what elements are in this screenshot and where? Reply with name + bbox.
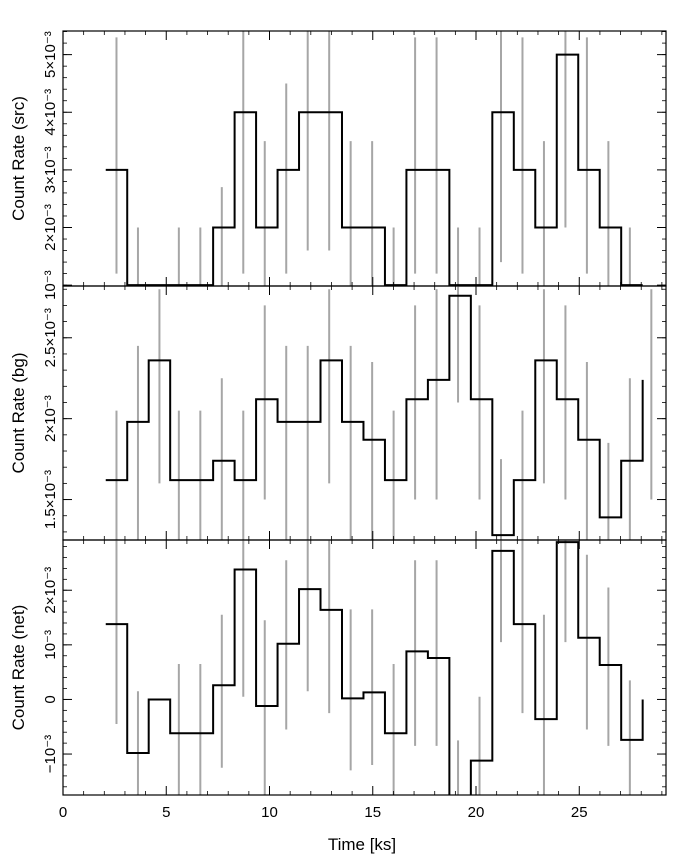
xtick-label-5: 25 (571, 804, 588, 821)
ytick-label-net-3: 2×10⁻³ (42, 567, 59, 614)
plot-area-bg (105, 286, 653, 540)
ytick-label-src-2: 3×10⁻³ (42, 147, 59, 194)
panel-bg: 1.5×10⁻³ 2×10⁻³ 2.5×10⁻³ Count Rate (bg) (9, 285, 667, 541)
ytick-label-net-2: 10⁻³ (42, 630, 59, 660)
y-axis-label-src: Count Rate (src) (9, 96, 28, 221)
ytick-label-bg-1: 2×10⁻³ (42, 395, 59, 442)
ytick-label-net-0: −10⁻³ (42, 735, 59, 773)
plot-area-src (105, 31, 643, 286)
step-line-src (105, 53, 643, 286)
y-axis-label-net: Count Rate (net) (9, 605, 28, 731)
frame-net (62, 539, 667, 796)
ytick-label-net-1: 0 (42, 695, 59, 703)
frame-src (62, 30, 667, 287)
y-axis-label-bg: Count Rate (bg) (9, 353, 28, 474)
ytick-label-bg-2: 2.5×10⁻³ (42, 308, 59, 367)
xtick-label-4: 20 (468, 804, 485, 821)
ytick-label-src-4: 5×10⁻³ (42, 31, 59, 78)
xtick-label-2: 10 (261, 804, 278, 821)
plot-area-net (105, 540, 644, 795)
ytick-label-src-1: 2×10⁻³ (42, 204, 59, 251)
panel-src: 10⁻³ 2×10⁻³ 3×10⁻³ 4×10⁻³ 5×10⁻³ Count Rate (… (9, 30, 667, 300)
step-line-net (105, 541, 644, 795)
panels: 10⁻³ 2×10⁻³ 3×10⁻³ 4×10⁻³ 5×10⁻³ Count Rate (… (9, 30, 667, 796)
x-axis-label: Time [ks] (328, 835, 396, 854)
xtick-label-1: 5 (162, 804, 170, 821)
ytick-label-bg-0: 1.5×10⁻³ (42, 470, 59, 529)
x-axis: 0 5 10 15 20 25 (59, 804, 588, 821)
ytick-label-src-0: 10⁻³ (42, 270, 59, 300)
frame-bg (62, 285, 667, 541)
panel-net: −10⁻³ 0 10⁻³ 2×10⁻³ Count Rate (net) (9, 539, 667, 796)
xtick-label-3: 15 (364, 804, 381, 821)
step-line-bg (105, 294, 644, 537)
ytick-label-src-3: 4×10⁻³ (42, 89, 59, 136)
xtick-label-0: 0 (59, 804, 67, 821)
